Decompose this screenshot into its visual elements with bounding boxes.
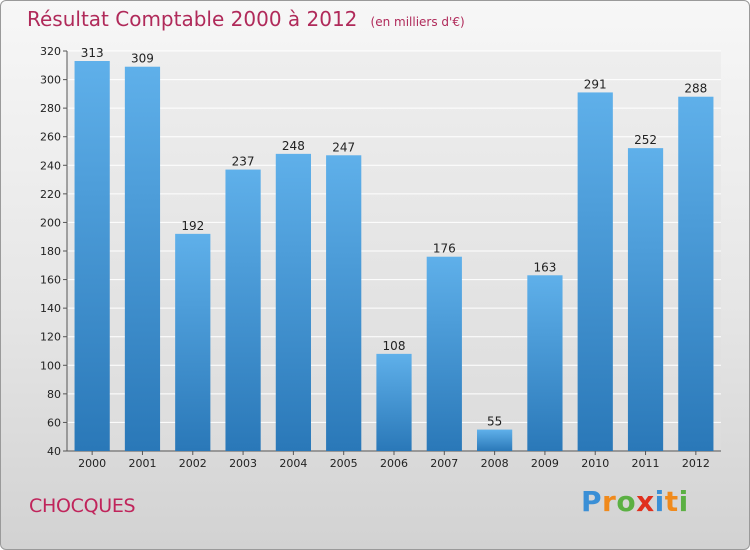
x-tick-label: 2010 bbox=[581, 457, 609, 470]
bar bbox=[527, 275, 563, 451]
x-tick-label: 2011 bbox=[632, 457, 660, 470]
x-tick-label: 2008 bbox=[481, 457, 509, 470]
y-tick-label: 160 bbox=[40, 274, 61, 287]
bar-value-label: 288 bbox=[684, 82, 707, 96]
y-tick-label: 180 bbox=[40, 245, 61, 258]
bar-value-label: 176 bbox=[433, 242, 456, 256]
x-tick-label: 2005 bbox=[330, 457, 358, 470]
bar-value-label: 192 bbox=[181, 219, 204, 233]
y-tick-label: 300 bbox=[40, 74, 61, 87]
bar bbox=[376, 353, 412, 451]
bar-value-label: 248 bbox=[282, 139, 305, 153]
y-tick-label: 260 bbox=[40, 131, 61, 144]
y-tick-label: 60 bbox=[47, 416, 61, 429]
bar bbox=[74, 61, 110, 451]
x-tick-label: 2007 bbox=[430, 457, 458, 470]
bar-value-label: 247 bbox=[332, 140, 355, 154]
bar-value-label: 313 bbox=[81, 46, 104, 60]
x-tick-label: 2006 bbox=[380, 457, 408, 470]
y-tick-label: 200 bbox=[40, 216, 61, 229]
bar bbox=[225, 169, 261, 452]
bar-value-label: 55 bbox=[487, 415, 502, 429]
bar-chart: 40 60 80 100 120 140 160 180 200 220 240 260 280 300 3… bbox=[40, 45, 721, 470]
x-tick-label: 2002 bbox=[179, 457, 207, 470]
bar bbox=[124, 66, 161, 451]
place-name: CHOCQUES bbox=[29, 495, 136, 517]
x-tick-label: 2001 bbox=[128, 457, 156, 470]
y-tick-label: 220 bbox=[40, 188, 61, 201]
bar bbox=[678, 96, 714, 451]
x-tick-label: 2004 bbox=[279, 457, 307, 470]
proxiti-logo: Proxiti bbox=[581, 485, 689, 518]
bar-value-label: 291 bbox=[584, 77, 607, 91]
bar-value-label: 163 bbox=[533, 260, 556, 274]
bar-value-label: 108 bbox=[383, 339, 406, 353]
bar bbox=[426, 256, 462, 451]
bar bbox=[326, 155, 362, 452]
x-tick-label: 2012 bbox=[682, 457, 710, 470]
x-tick-label: 2000 bbox=[78, 457, 106, 470]
y-tick-label: 120 bbox=[40, 331, 61, 344]
chart-title: Résultat Comptable 2000 à 2012 bbox=[27, 7, 358, 31]
y-tick-label: 40 bbox=[47, 445, 61, 458]
bar bbox=[275, 153, 311, 451]
bar-value-label: 252 bbox=[634, 133, 657, 147]
bar bbox=[627, 148, 664, 451]
chart-unit: (en milliers d'€) bbox=[370, 15, 465, 29]
x-tick-label: 2009 bbox=[531, 457, 559, 470]
y-tick-label: 100 bbox=[40, 359, 61, 372]
y-tick-label: 80 bbox=[47, 388, 61, 401]
bar bbox=[477, 429, 513, 451]
bar-value-label: 237 bbox=[232, 155, 255, 169]
y-tick-label: 140 bbox=[40, 302, 61, 315]
bar-value-label: 309 bbox=[131, 52, 154, 66]
chart-title-block: Résultat Comptable 2000 à 2012 (en milli… bbox=[27, 7, 465, 31]
bar bbox=[175, 233, 211, 451]
y-tick-label: 240 bbox=[40, 159, 61, 172]
x-tick-label: 2003 bbox=[229, 457, 257, 470]
bar bbox=[577, 92, 613, 451]
y-tick-label: 320 bbox=[40, 45, 61, 58]
y-tick-label: 280 bbox=[40, 102, 61, 115]
